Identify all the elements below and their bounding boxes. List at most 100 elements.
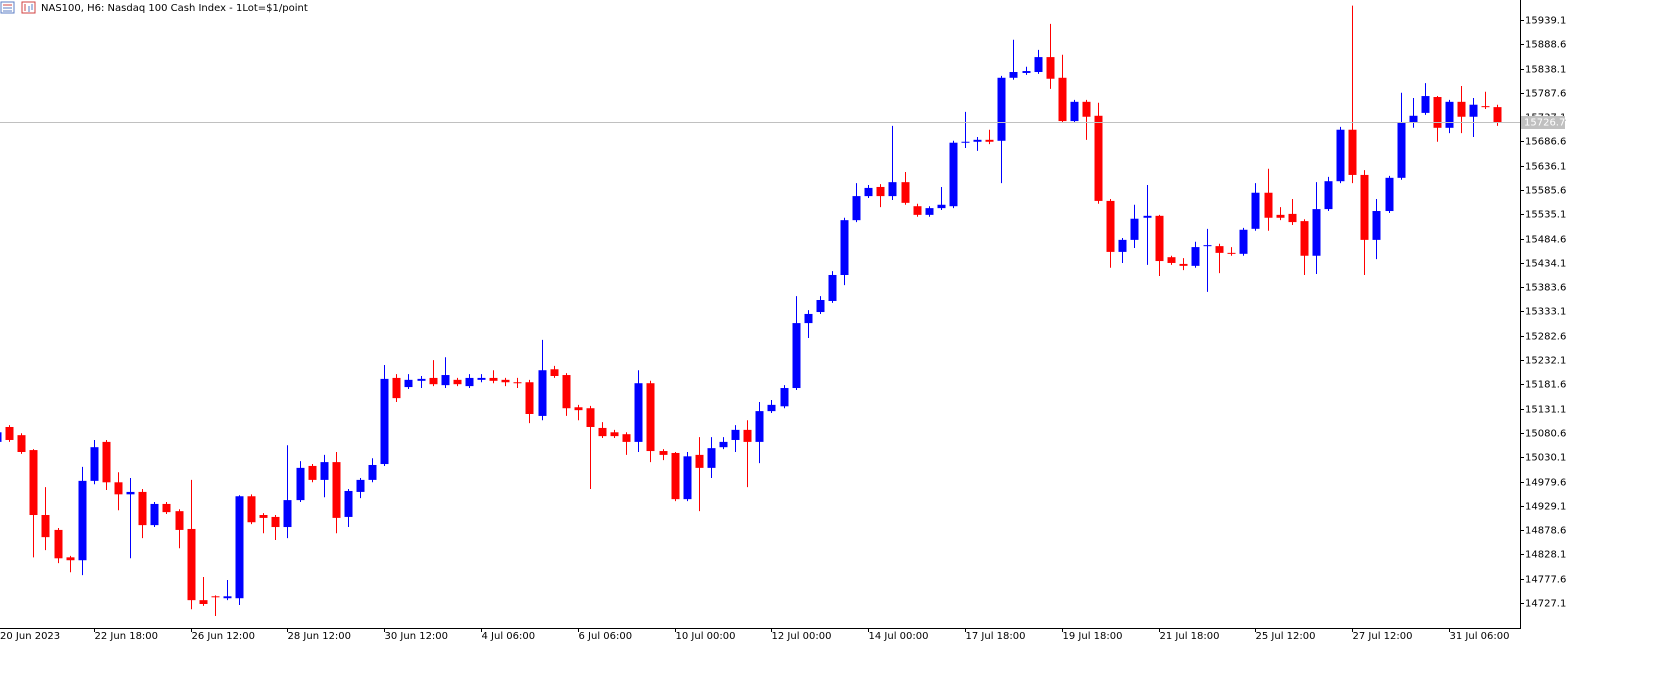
candle-body xyxy=(453,379,462,385)
candle-body xyxy=(913,206,922,215)
candle-body xyxy=(828,274,837,301)
candle-body xyxy=(247,496,256,523)
candle-body xyxy=(1022,71,1031,73)
chart-title: NAS100, H6: Nasdaq 100 Cash Index - 1Lot… xyxy=(41,3,308,14)
candle-body xyxy=(1288,213,1297,223)
x-tick-label: 14 Jul 00:00 xyxy=(869,631,929,642)
candle-body xyxy=(1336,129,1345,182)
candle-body xyxy=(683,456,692,500)
candle-body xyxy=(102,441,111,483)
candle-body xyxy=(1348,129,1357,175)
y-tick-label: 15131.1 xyxy=(1525,405,1566,416)
candle-body xyxy=(308,465,317,480)
candle-body xyxy=(1070,101,1079,122)
candle-body xyxy=(380,378,389,465)
candle-body xyxy=(1155,215,1164,262)
y-tick-label: 14878.6 xyxy=(1525,526,1566,537)
y-tick-label: 15888.6 xyxy=(1525,40,1566,51)
candle-body xyxy=(695,454,704,468)
candle-body xyxy=(1481,106,1490,108)
y-tick-label: 15838.1 xyxy=(1525,65,1566,76)
candle-body xyxy=(1251,192,1260,229)
candle-body xyxy=(707,448,716,468)
candle-body xyxy=(417,378,426,381)
candle-body xyxy=(767,404,776,412)
candle-body xyxy=(876,186,885,197)
candle-body xyxy=(320,462,329,480)
candles xyxy=(0,5,1502,617)
candle-body xyxy=(538,370,547,416)
candle-body xyxy=(1227,252,1236,254)
candle-body xyxy=(961,141,970,143)
candle-body xyxy=(1046,57,1055,79)
candle-body xyxy=(1179,263,1188,266)
y-tick-label: 15535.1 xyxy=(1525,210,1566,221)
candle-body xyxy=(852,196,861,221)
x-tick-label: 6 Jul 06:00 xyxy=(579,631,633,642)
x-tick-label: 26 Jun 12:00 xyxy=(192,631,256,642)
candle-body xyxy=(1409,115,1418,123)
candle-body xyxy=(78,480,87,561)
candle-body xyxy=(622,434,631,442)
y-tick-label: 15484.6 xyxy=(1525,235,1566,246)
candle-body xyxy=(1385,177,1394,212)
candle-body xyxy=(1143,215,1152,218)
candle-body xyxy=(1130,218,1139,240)
candle-body xyxy=(114,482,123,495)
candle-body xyxy=(223,596,232,599)
candle-body xyxy=(1445,101,1454,128)
candle-body xyxy=(489,377,498,381)
candle-body xyxy=(477,377,486,380)
candle-body xyxy=(429,377,438,385)
candle-body xyxy=(1009,72,1018,78)
x-tick-label: 28 Jun 12:00 xyxy=(288,631,352,642)
candle-body xyxy=(187,528,196,601)
candle-body xyxy=(719,441,728,448)
x-tick-label: 19 Jul 18:00 xyxy=(1063,631,1123,642)
y-tick-label: 15282.6 xyxy=(1525,332,1566,343)
y-tick-label: 14727.1 xyxy=(1525,599,1566,610)
y-tick-label: 15585.6 xyxy=(1525,186,1566,197)
toolbar-icons xyxy=(0,1,36,14)
candle-body xyxy=(1034,57,1043,73)
candle-body xyxy=(671,452,680,500)
candle-body xyxy=(441,375,450,386)
candle-body xyxy=(5,426,14,440)
candle-body xyxy=(901,182,910,203)
candle-body xyxy=(804,313,813,324)
candle-body xyxy=(501,379,510,383)
x-tick-label: 25 Jul 12:00 xyxy=(1256,631,1316,642)
y-tick-label: 15787.6 xyxy=(1525,89,1566,100)
candle-body xyxy=(356,479,365,492)
candle-body xyxy=(332,462,341,518)
candle-body xyxy=(731,429,740,440)
candle-body xyxy=(54,529,63,559)
candle-body xyxy=(1094,115,1103,201)
candle-body xyxy=(17,435,26,453)
candle-body xyxy=(1324,181,1333,210)
candle-body xyxy=(985,139,994,142)
candle-body xyxy=(283,500,292,528)
candle-body xyxy=(29,450,38,516)
candle-body xyxy=(1276,214,1285,218)
candle-body xyxy=(586,408,595,427)
y-tick-label: 15232.1 xyxy=(1525,356,1566,367)
candle-body xyxy=(550,369,559,377)
candle-body xyxy=(175,511,184,530)
y-tick-label: 14828.1 xyxy=(1525,550,1566,561)
x-tick-label: 20 Jun 2023 xyxy=(0,631,60,642)
candle-body xyxy=(646,383,655,452)
candle-body xyxy=(162,503,171,513)
candle-body xyxy=(271,516,280,528)
candle-body xyxy=(259,515,268,518)
candle-body xyxy=(90,447,99,481)
x-tick-label: 21 Jul 18:00 xyxy=(1160,631,1220,642)
y-tick-label: 15636.1 xyxy=(1525,162,1566,173)
candle-body xyxy=(634,383,643,442)
x-tick-label: 22 Jun 18:00 xyxy=(95,631,159,642)
candle-body xyxy=(1082,101,1091,117)
candle-body xyxy=(1312,209,1321,256)
candle-body xyxy=(525,382,534,415)
